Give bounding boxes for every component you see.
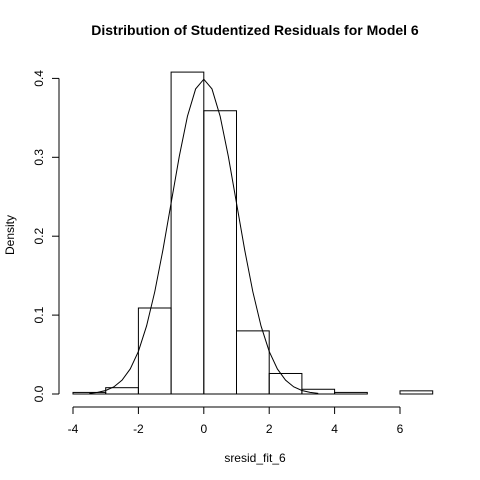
x-tick-label-4: 4: [331, 422, 338, 436]
x-tick-label-0: -4: [68, 422, 79, 436]
histogram-bars: [73, 72, 433, 394]
histogram-bar-3: [171, 72, 204, 394]
y-tick-label-4: 0.4: [32, 70, 46, 87]
x-tick-label-2: 0: [200, 422, 207, 436]
histogram-bar-10: [400, 391, 433, 394]
histogram-bar-2: [138, 308, 171, 394]
histogram-bar-8: [335, 392, 368, 394]
histogram-bar-5: [237, 331, 270, 394]
x-tick-label-5: 6: [397, 422, 404, 436]
y-tick-label-0: 0.0: [32, 385, 46, 402]
histogram-bar-6: [269, 373, 302, 394]
x-tick-label-3: 2: [266, 422, 273, 436]
x-axis: -4 -2 0 2 4 6: [68, 407, 404, 436]
y-axis: 0.0 0.1 0.2 0.3 0.4: [32, 70, 59, 403]
y-axis-label: Density: [3, 215, 17, 255]
y-tick-label-2: 0.2: [32, 228, 46, 245]
histogram-bar-4: [204, 111, 237, 394]
chart-title: Distribution of Studentized Residuals fo…: [91, 22, 419, 38]
x-axis-label: sresid_fit_6: [224, 451, 286, 465]
x-tick-label-1: -2: [133, 422, 144, 436]
y-tick-label-3: 0.3: [32, 149, 46, 166]
y-tick-label-1: 0.1: [32, 306, 46, 323]
